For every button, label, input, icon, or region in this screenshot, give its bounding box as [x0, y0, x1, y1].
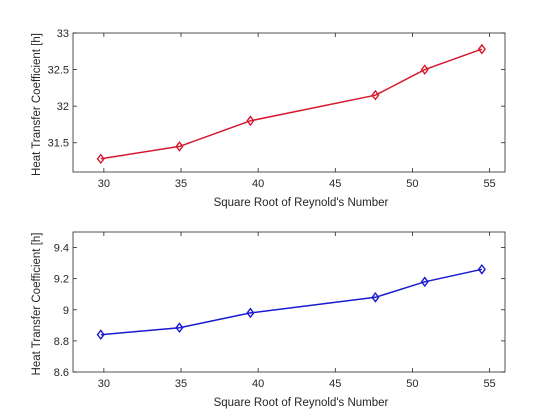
series-line	[100, 48, 483, 160]
series-line	[100, 268, 483, 336]
y-axis-label: Heat Transfer Coefficient [h]	[31, 233, 43, 376]
x-tick-label: 35	[175, 378, 187, 390]
x-tick-label: 40	[252, 378, 264, 390]
y-tick-label: 9	[63, 305, 69, 317]
y-tick-label: 8.6	[54, 367, 69, 379]
x-tick-label: 50	[406, 378, 418, 390]
x-tick-label: 35	[175, 178, 187, 190]
y-tick-label: 32.5	[48, 65, 69, 77]
data-point-marker	[175, 322, 184, 334]
x-axis-label: Square Root of Reynold's Number	[214, 197, 389, 209]
bottom-plot: 30 35 40 45 50 55 8.6 8.8 9 9.2 9.4 Square Root of …	[31, 231, 506, 409]
x-axis-label: Square Root of Reynold's Number	[214, 397, 389, 409]
x-tick-label: 30	[98, 178, 110, 190]
data-point-marker	[246, 307, 255, 319]
plot-area-frame	[72, 231, 506, 373]
y-axis-label: Heat Transfer Coefficient [h]	[31, 33, 43, 176]
x-tick-label: 30	[98, 378, 110, 390]
x-tick-label: 45	[329, 378, 341, 390]
y-tick-label: 9.4	[54, 243, 69, 255]
x-tick-label: 55	[483, 378, 495, 390]
y-tick-label: 8.8	[54, 336, 69, 348]
data-point-marker	[371, 89, 380, 101]
data-point-marker	[96, 153, 105, 165]
data-point-marker	[420, 276, 429, 288]
data-point-marker	[477, 263, 486, 275]
x-tick-label: 40	[252, 178, 264, 190]
x-tick-label: 55	[483, 178, 495, 190]
top-plot: 30 35 40 45 50 55 31.5 32 32.5 33 Square Root of R…	[31, 28, 506, 209]
data-point-marker	[175, 141, 184, 152]
data-point-marker	[420, 64, 429, 75]
plot-area-frame	[72, 32, 506, 173]
data-point-marker	[246, 115, 255, 127]
y-tick-label: 32	[57, 101, 69, 113]
x-tick-label: 50	[406, 178, 418, 190]
data-point-marker	[477, 43, 486, 55]
y-tick-label: 31.5	[48, 138, 69, 150]
data-point-marker	[371, 291, 380, 303]
data-point-marker	[96, 329, 105, 341]
y-tick-label: 9.2	[54, 274, 69, 286]
x-tick-label: 45	[329, 178, 341, 190]
y-tick-label: 33	[57, 28, 69, 40]
